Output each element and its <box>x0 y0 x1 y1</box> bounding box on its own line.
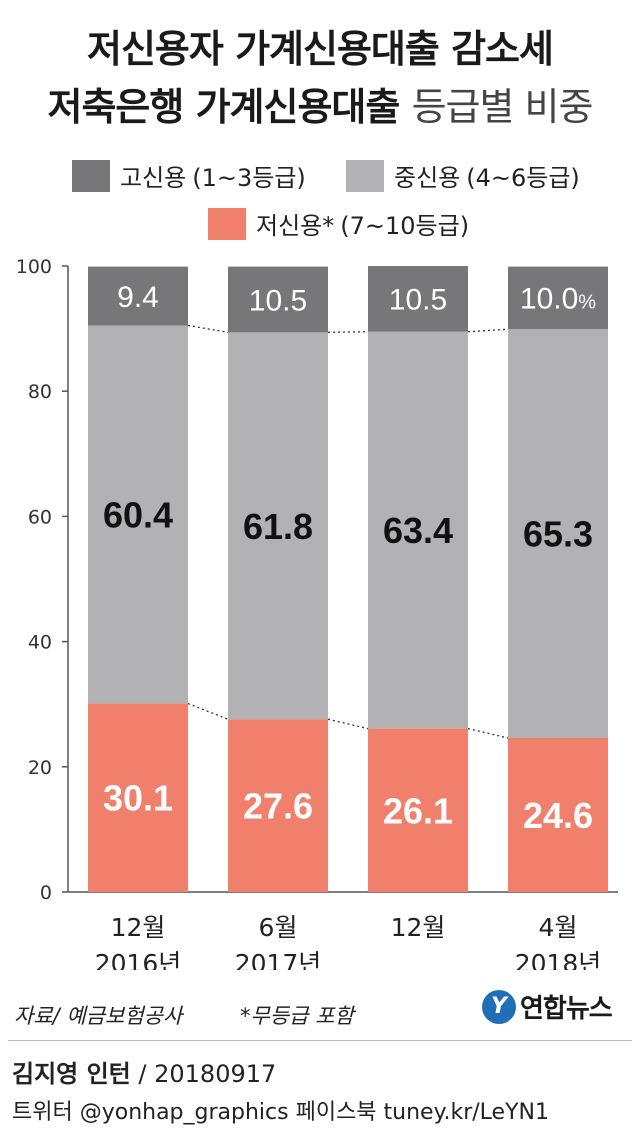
connector-line <box>327 718 369 730</box>
title-line-1: 저신용자 가계신용대출 감소세 <box>0 18 640 73</box>
connector-line <box>327 331 369 334</box>
author: 김지영 인턴 <box>12 1060 131 1088</box>
subtitle-light: 등급별 비중 <box>411 85 594 129</box>
bar-segment <box>88 703 188 892</box>
data-label: 27.6 <box>243 786 313 827</box>
yonhap-logo-icon: Y <box>482 989 516 1024</box>
yonhap-logo: Y 연합뉴스 <box>482 988 613 1025</box>
x-tick-label: 4월 <box>539 913 578 942</box>
legend-swatch <box>346 159 384 192</box>
legend-label: 저신용* <box>256 212 335 240</box>
bar-segment <box>508 266 608 330</box>
legend-range: (1~3등급) <box>192 164 306 192</box>
legend-label: 고신용 <box>120 164 187 192</box>
x-tick-year-label: 2017년 <box>235 949 322 970</box>
x-tick-label: 12월 <box>391 913 446 942</box>
bar-segment <box>368 331 468 729</box>
bar-segment <box>228 719 328 892</box>
social-line: 트위터 @yonhap_graphics 페이스북 tuney.kr/LeYN1 <box>12 1100 549 1125</box>
legend-range: (7~10등급) <box>340 212 470 240</box>
y-tick-label: 80 <box>28 381 52 403</box>
data-label: 61.8 <box>243 506 313 547</box>
data-label: 30.1 <box>103 778 173 819</box>
footnote: *무등급 포함 <box>240 1004 354 1028</box>
data-label: 26.1 <box>383 790 453 831</box>
bar-segment <box>88 266 188 326</box>
legend-label: 중신용 <box>394 164 461 192</box>
data-label: 10.5 <box>249 284 307 317</box>
connector-line <box>187 324 229 333</box>
date: / 20180917 <box>138 1060 277 1088</box>
x-tick-year-label: 2018년 <box>515 949 602 970</box>
legend-mid-credit: 중신용 (4~6등급) <box>346 158 580 193</box>
data-label: 65.3 <box>523 514 593 555</box>
legend-swatch <box>208 207 246 240</box>
unit-label: % <box>578 292 596 314</box>
y-tick-label: 100 <box>16 256 52 278</box>
x-tick-year-label: 2016년 <box>95 949 182 970</box>
bar-segment <box>88 325 188 704</box>
data-label: 63.4 <box>383 510 453 551</box>
data-label: 24.6 <box>523 795 593 836</box>
y-tick-label: 20 <box>28 757 52 779</box>
subtitle-bold: 저축은행 가계신용대출 <box>47 85 401 129</box>
y-tick-label: 40 <box>28 632 52 654</box>
legend-range: (4~6등급) <box>466 164 580 192</box>
legend-low-credit: 저신용* (7~10등급) <box>208 206 469 241</box>
y-tick-label: 60 <box>28 506 52 528</box>
data-label: 9.4 <box>117 281 159 314</box>
source-note: 자료/ 예금보험공사 <box>14 1004 183 1028</box>
bar-segment <box>368 266 468 332</box>
title-text: 저신용자 가계신용대출 감소세 <box>87 27 554 71</box>
connector-line <box>467 328 509 333</box>
data-label: 60.4 <box>103 494 173 535</box>
credit-line: 김지영 인턴 / 20180917 <box>12 1054 276 1089</box>
y-tick-label: 0 <box>40 882 52 904</box>
footer-divider <box>8 1040 632 1041</box>
bar-segment <box>508 329 608 739</box>
x-tick-label: 12월 <box>111 913 166 942</box>
bar-segment <box>228 332 328 720</box>
connector-line <box>187 702 229 720</box>
logo-name: 연합뉴스 <box>520 994 613 1024</box>
connector-line <box>467 727 509 739</box>
bar-segment <box>508 738 608 892</box>
bar-segment <box>228 266 328 333</box>
legend-swatch <box>72 159 110 192</box>
data-label: 10.5 <box>389 284 447 317</box>
stacked-bar-chart: 0 20 40 60 80 100 30.1 60.4 9.4 12월 2016년 27.6 61.8 1… <box>16 256 618 970</box>
x-tick-label: 6월 <box>259 913 298 942</box>
title-line-2: 저축은행 가계신용대출 등급별 비중 <box>0 76 640 131</box>
bar-segment <box>368 728 468 892</box>
legend-high-credit: 고신용 (1~3등급) <box>72 158 306 193</box>
